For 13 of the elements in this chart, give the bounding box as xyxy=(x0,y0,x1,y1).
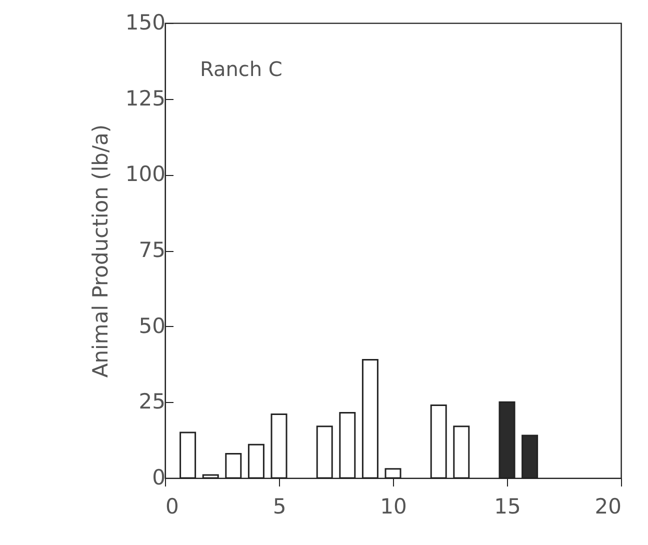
y-tick-label: 100 xyxy=(125,162,166,186)
y-tick-label: 125 xyxy=(125,86,166,110)
y-axis-title: Animal Production (lb/a) xyxy=(88,124,112,378)
y-tick-label: 50 xyxy=(138,314,166,338)
y-tick-label: 0 xyxy=(152,466,166,490)
x-tick-label: 15 xyxy=(494,494,521,518)
annotation: Ranch C xyxy=(200,57,282,81)
x-tick-label: 20 xyxy=(594,494,622,518)
x-tick-label: 5 xyxy=(272,494,286,518)
y-tick-label: 25 xyxy=(138,390,166,414)
x-tick-label: 10 xyxy=(380,494,407,518)
y-tick-label: 75 xyxy=(138,238,166,262)
y-tick-label: 150 xyxy=(125,10,166,34)
